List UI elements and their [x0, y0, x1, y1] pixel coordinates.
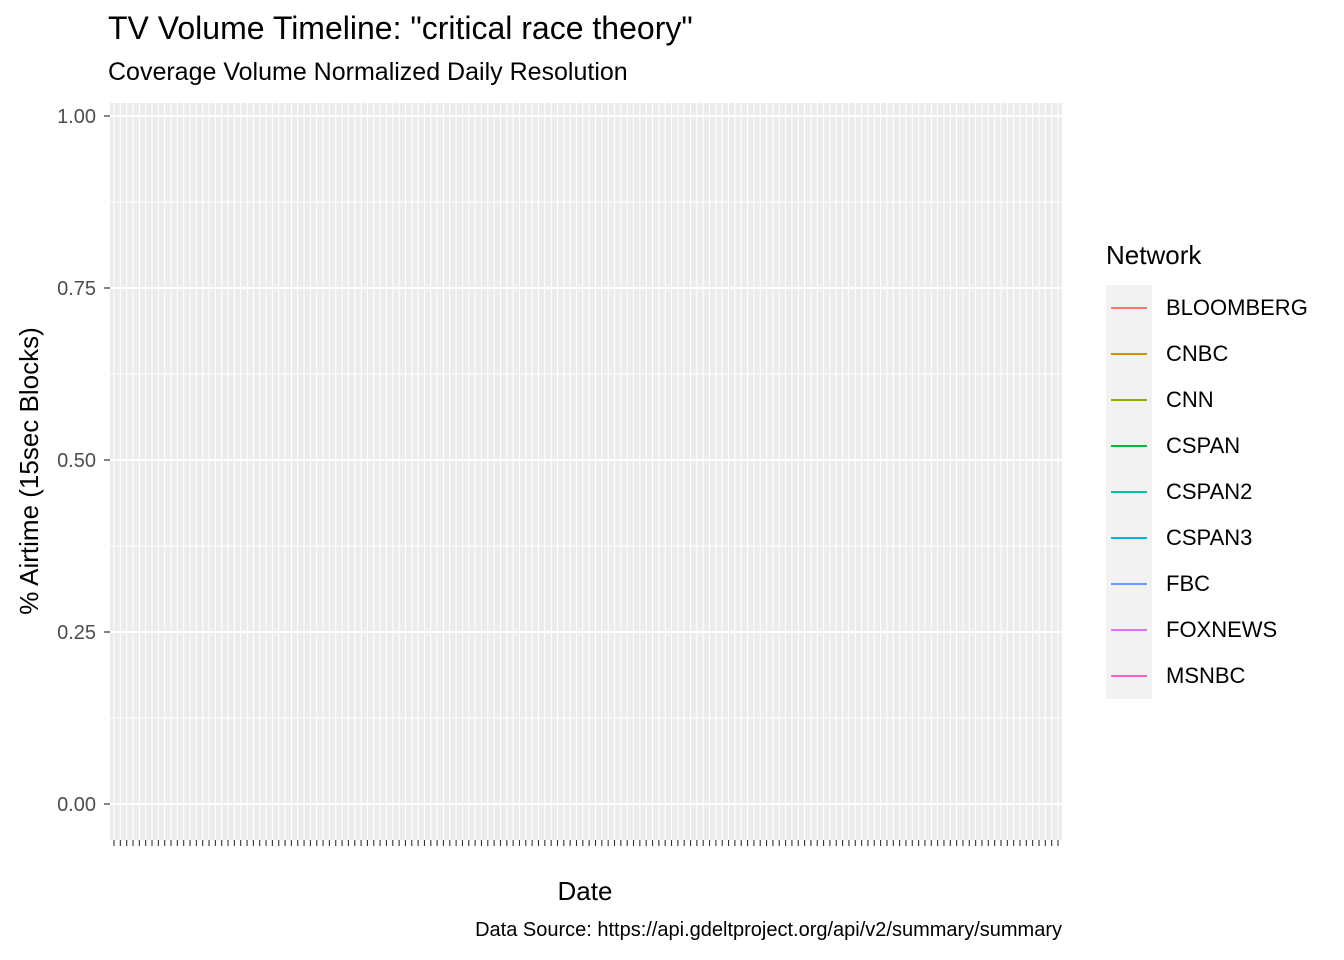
legend-item: FOXNEWS — [1106, 607, 1308, 653]
y-axis: 0.00 0.25 0.50 0.75 1.00 — [57, 106, 110, 816]
legend-line — [1111, 307, 1147, 309]
legend-label: FOXNEWS — [1166, 617, 1278, 642]
legend-item: BLOOMBERG — [1106, 285, 1308, 331]
legend-key — [1106, 377, 1152, 423]
plot-panel — [110, 103, 1062, 840]
chart-title: TV Volume Timeline: "critical race theor… — [108, 10, 693, 46]
legend-item: MSNBC — [1106, 653, 1308, 699]
y-tick-label: 1.00 — [57, 106, 96, 128]
legend-key — [1106, 331, 1152, 377]
legend-key — [1106, 423, 1152, 469]
chart-caption: Data Source: https://api.gdeltproject.or… — [475, 919, 1062, 941]
legend-key — [1106, 515, 1152, 561]
x-axis — [113, 840, 1059, 846]
legend-key — [1106, 607, 1152, 653]
legend-label: CNN — [1166, 387, 1214, 412]
legend-label: CSPAN2 — [1166, 479, 1253, 504]
legend-item: FBC — [1106, 561, 1308, 607]
legend-line — [1111, 491, 1147, 493]
y-tick-label: 0.75 — [57, 278, 96, 300]
legend-key — [1106, 653, 1152, 699]
legend-line — [1111, 445, 1147, 447]
legend-item: CSPAN3 — [1106, 515, 1308, 561]
legend-label: MSNBC — [1166, 663, 1246, 688]
legend-title: Network — [1106, 240, 1202, 270]
legend-item: CSPAN — [1106, 423, 1308, 469]
legend-line — [1111, 675, 1147, 677]
y-axis-label: % Airtime (15sec Blocks) — [14, 327, 44, 615]
legend-items: BLOOMBERG CNBC CNN CSPAN CSPAN2 CSPAN3 FBC FOXN… — [1106, 285, 1308, 699]
legend-label: CSPAN3 — [1166, 525, 1253, 550]
legend-label: FBC — [1166, 571, 1210, 596]
legend-label: CNBC — [1166, 341, 1229, 366]
legend-line — [1111, 537, 1147, 539]
x-axis-label: Date — [558, 876, 613, 906]
legend-item: CSPAN2 — [1106, 469, 1308, 515]
legend-label: BLOOMBERG — [1166, 295, 1308, 320]
y-tick-label: 0.25 — [57, 622, 96, 644]
legend-key — [1106, 285, 1152, 331]
y-tick-label: 0.00 — [57, 794, 96, 816]
legend-line — [1111, 629, 1147, 631]
legend-item: CNBC — [1106, 331, 1308, 377]
legend: Network BLOOMBERG CNBC CNN CSPAN CSPAN2 CSPAN… — [1106, 240, 1308, 699]
legend-key — [1106, 469, 1152, 515]
legend-label: CSPAN — [1166, 433, 1241, 458]
legend-line — [1111, 583, 1147, 585]
chart-subtitle: Coverage Volume Normalized Daily Resolut… — [108, 58, 628, 86]
legend-item: CNN — [1106, 377, 1308, 423]
legend-line — [1111, 353, 1147, 355]
y-tick-label: 0.50 — [57, 450, 96, 472]
legend-key — [1106, 561, 1152, 607]
legend-line — [1111, 399, 1147, 401]
gridlines — [110, 103, 1062, 840]
